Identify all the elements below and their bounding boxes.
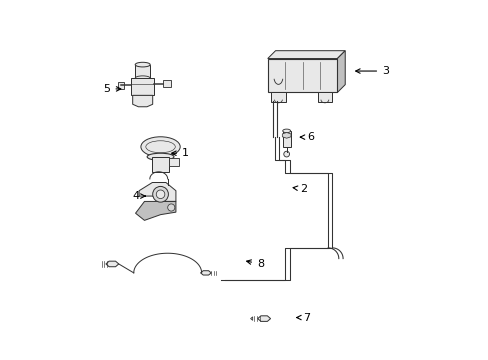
Ellipse shape xyxy=(141,137,180,157)
Bar xyxy=(131,78,154,95)
Bar xyxy=(118,82,123,89)
Polygon shape xyxy=(200,271,211,275)
Ellipse shape xyxy=(282,129,290,133)
Polygon shape xyxy=(132,95,152,107)
Text: 8: 8 xyxy=(246,259,264,269)
Bar xyxy=(135,64,150,78)
Polygon shape xyxy=(135,202,176,220)
Ellipse shape xyxy=(135,62,150,67)
Bar xyxy=(169,158,179,166)
Circle shape xyxy=(283,151,289,157)
Bar xyxy=(152,157,169,172)
Polygon shape xyxy=(106,261,119,267)
Bar xyxy=(163,80,171,87)
Ellipse shape xyxy=(147,153,174,160)
Polygon shape xyxy=(282,132,290,138)
Polygon shape xyxy=(337,51,345,93)
Polygon shape xyxy=(250,317,252,320)
Text: 7: 7 xyxy=(296,312,310,323)
Text: 6: 6 xyxy=(300,132,313,142)
Polygon shape xyxy=(267,51,345,59)
Bar xyxy=(267,59,337,93)
Text: 1: 1 xyxy=(171,148,189,158)
Bar xyxy=(282,131,290,147)
Polygon shape xyxy=(139,183,176,202)
Bar xyxy=(271,93,285,103)
Text: 4: 4 xyxy=(132,191,145,201)
Circle shape xyxy=(156,190,164,199)
Text: 2: 2 xyxy=(292,184,306,194)
Text: 3: 3 xyxy=(355,66,388,76)
Polygon shape xyxy=(257,316,270,321)
Ellipse shape xyxy=(135,76,150,81)
Circle shape xyxy=(167,204,175,211)
Bar xyxy=(317,93,331,103)
Circle shape xyxy=(152,186,168,202)
Text: 5: 5 xyxy=(103,84,121,94)
